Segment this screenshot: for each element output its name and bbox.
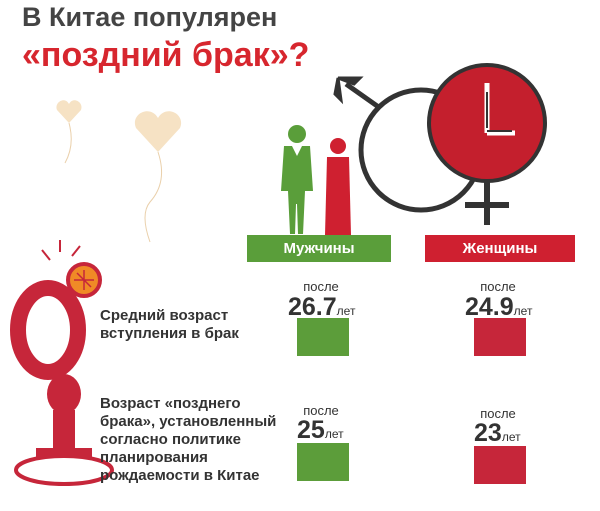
header-women: Женщины [425, 235, 575, 262]
men-avg-unit: лет [336, 304, 356, 318]
row-label-avg-age: Средний возраст вступления в брак [100, 307, 239, 342]
groom-icon [281, 125, 313, 234]
women-late-unit: лет [501, 430, 521, 444]
men-late-value: 25 [297, 416, 325, 444]
stamp-icon [14, 374, 114, 486]
women-avg-age: 24.9лет [465, 293, 532, 322]
men-avg-bar [297, 318, 349, 356]
row-label-late-marriage: Возраст «позднего брака», установленный … [100, 395, 277, 484]
page-subtitle: «поздний брак»? [22, 36, 310, 74]
bride-icon [325, 138, 351, 235]
women-late-value: 23 [474, 419, 502, 447]
men-late-bar [297, 443, 349, 481]
women-avg-bar [474, 318, 526, 356]
women-avg-value: 24.9 [465, 293, 514, 321]
ring-icon [10, 240, 102, 380]
men-avg-age: 26.7лет [288, 293, 355, 322]
women-avg-unit: лет [513, 304, 533, 318]
page-title: В Китае популярен [22, 2, 278, 32]
women-late-bar [474, 446, 526, 484]
header-men: Мужчины [247, 235, 391, 262]
men-late-unit: лет [324, 427, 344, 441]
heart-balloon-icon [134, 111, 182, 243]
women-after-label: после [480, 406, 516, 421]
heart-balloon-icon [56, 100, 82, 164]
clock-icon [484, 83, 515, 136]
men-late-age: 25лет [297, 416, 344, 445]
men-after-label: после [303, 403, 339, 418]
men-avg-value: 26.7 [288, 293, 337, 321]
women-after-label: после [480, 279, 516, 294]
women-late-age: 23лет [474, 419, 521, 448]
men-after-label: после [303, 279, 339, 294]
